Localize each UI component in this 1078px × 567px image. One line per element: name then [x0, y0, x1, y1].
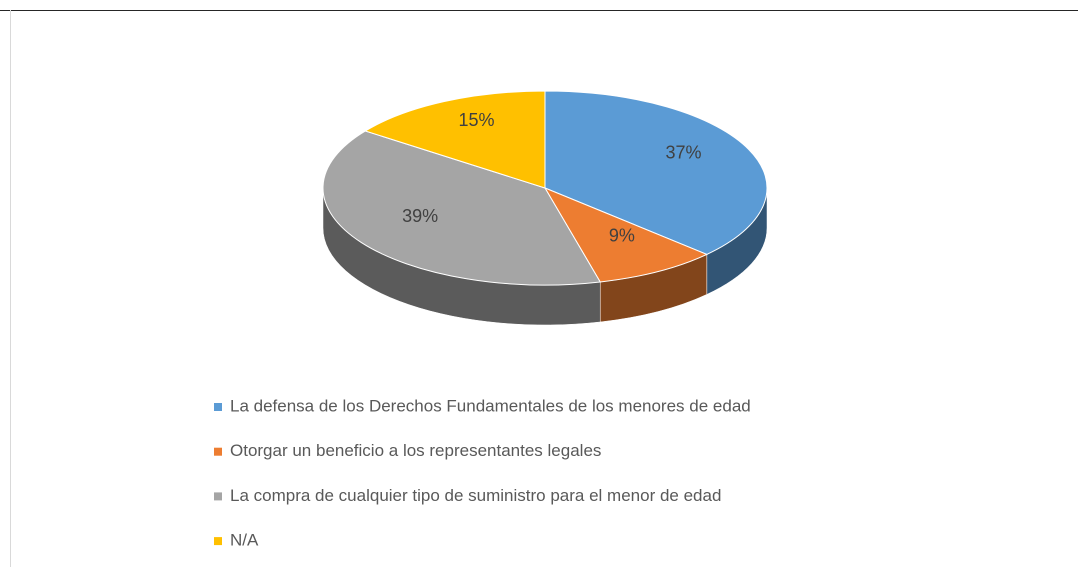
slice [322, 130, 602, 286]
legend-swatch [214, 492, 222, 501]
data-label: 9% [609, 226, 635, 246]
legend-label: Otorgar un beneficio a los representante… [230, 441, 601, 460]
legend-label: La defensa de los Derechos Fundamentales… [230, 396, 751, 415]
slice [364, 90, 546, 189]
data-label: 37% [666, 143, 702, 163]
data-label: 39% [402, 206, 438, 226]
legend-swatch [214, 403, 222, 411]
legend-label: La compra de cualquier tipo de suministr… [230, 486, 721, 505]
data-label: 15% [458, 110, 494, 130]
legend-swatch [214, 537, 222, 546]
slice [544, 90, 768, 255]
legend-swatch [214, 447, 222, 456]
slice [543, 186, 709, 283]
legend-label: N/A [230, 531, 259, 550]
